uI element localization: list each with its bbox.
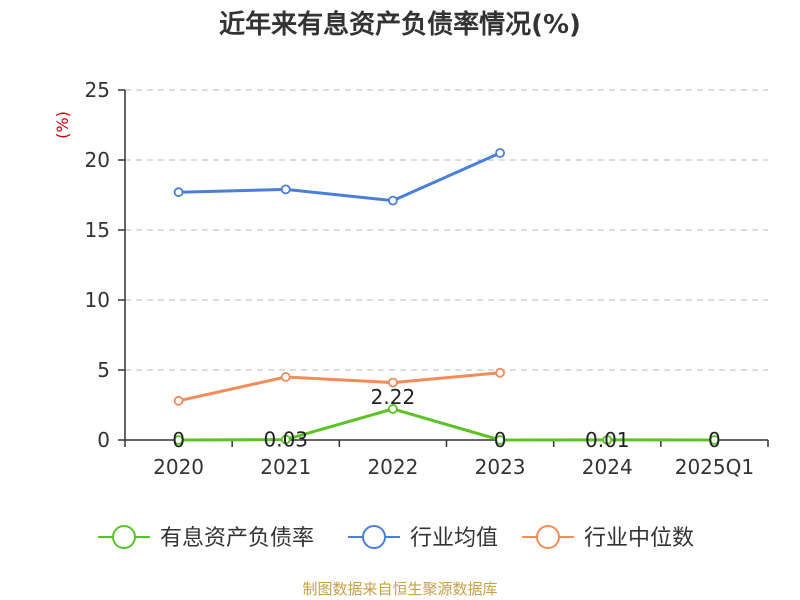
legend-marker (112, 525, 136, 549)
data-point (709, 435, 720, 445)
series-line (178, 371, 501, 403)
data-label: 0 (172, 428, 185, 452)
data-point (280, 434, 291, 445)
y-axis-unit-label: (%) (53, 111, 72, 139)
chart-title: 近年来有息资产负债率情况(%) (219, 10, 581, 40)
legend-label: 行业均值 (410, 526, 498, 551)
data-label: 0.03 (263, 428, 308, 452)
y-tick-label: 15 (85, 218, 110, 242)
data-point (388, 404, 398, 414)
legend-label: 有息资产负债率 (160, 526, 314, 551)
y-tick-label: 0 (97, 428, 110, 452)
data-point (173, 395, 184, 406)
data-point (173, 435, 184, 445)
data-label: 2.22 (371, 385, 416, 409)
series-line (178, 407, 715, 442)
x-tick-label: 2023 (475, 455, 526, 479)
data-point (388, 195, 398, 206)
data-point (495, 435, 505, 445)
legend-label: 行业中位数 (584, 526, 694, 551)
data-point (495, 148, 505, 158)
legend-marker (362, 525, 386, 549)
data-point (173, 187, 184, 198)
y-tick-label: 20 (85, 148, 110, 172)
data-point (388, 377, 398, 388)
data-point (280, 184, 291, 195)
x-tick-label: 2020 (153, 455, 204, 479)
y-tick-label: 5 (97, 358, 110, 382)
data-label: 0 (494, 428, 507, 452)
series-line (178, 151, 501, 203)
x-tick-label: 2021 (260, 455, 311, 479)
x-tick-label: 2024 (582, 455, 633, 479)
data-point (280, 372, 291, 382)
x-tick-label: 2025Q1 (675, 455, 754, 479)
data-point (602, 434, 613, 445)
y-tick-label: 10 (85, 288, 110, 312)
data-label: 0.01 (585, 428, 630, 452)
y-tick-label: 25 (85, 78, 110, 102)
x-tick-label: 2022 (367, 455, 418, 479)
data-point (495, 367, 505, 378)
source-note: 制图数据来自恒生聚源数据库 (302, 580, 498, 598)
legend-marker (536, 525, 560, 549)
data-label: 0 (708, 428, 721, 452)
